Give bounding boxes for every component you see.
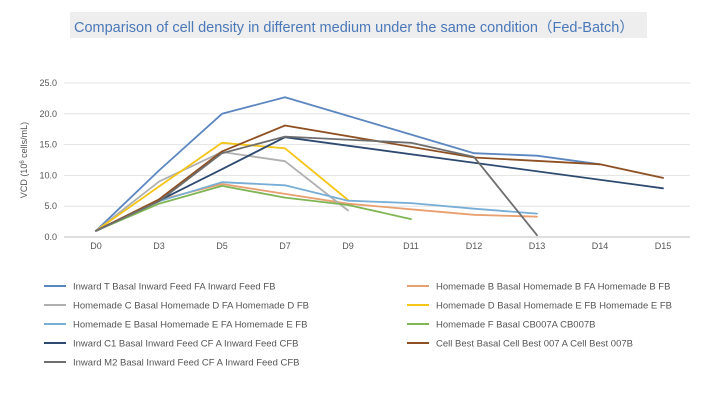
x-tick-label: D9 xyxy=(342,241,354,251)
y-tick-label: 0.0 xyxy=(44,232,57,242)
chart-title-box: Comparison of cell density in different … xyxy=(70,12,647,38)
legend-label-7: Cell Best Basal Cell Best 007 A Cell Bes… xyxy=(436,339,633,350)
x-axis-ticks: D0 D3 D5 D7 D9 D11 D12 D13 D14 D15 xyxy=(90,241,671,251)
chart-title: Comparison of cell density in different … xyxy=(74,20,634,36)
grid xyxy=(64,82,690,238)
series-lines xyxy=(95,96,664,237)
y-tick-label: 15.0 xyxy=(39,140,57,150)
legend-label-3: Homemade D Basal Homemade E FB Homemade … xyxy=(436,301,672,312)
legend-label-0: Inward T Basal Inward Feed FA Inward Fee… xyxy=(73,282,275,293)
y-tick-label: 25.0 xyxy=(39,78,57,88)
legend: Inward T Basal Inward Feed FA Inward Fee… xyxy=(44,282,672,369)
legend-label-2: Homemade C Basal Homemade D FA Homemade … xyxy=(73,301,309,312)
x-tick-label: D7 xyxy=(279,241,291,251)
x-tick-label: D15 xyxy=(655,241,672,251)
legend-label-4: Homemade E Basal Homemade E FA Homemade … xyxy=(73,320,307,331)
series-line-0 xyxy=(95,96,601,232)
x-tick-label: D14 xyxy=(592,241,609,251)
series-line-1 xyxy=(95,183,538,232)
series-line-3 xyxy=(95,141,349,232)
x-tick-label: D11 xyxy=(403,241,419,251)
x-tick-label: D5 xyxy=(216,241,228,251)
legend-label-1: Homemade B Basal Homemade B FA Homemade … xyxy=(436,282,670,293)
y-axis-ticks: 0.0 5.0 10.0 15.0 20.0 25.0 xyxy=(39,78,57,242)
series-line-5 xyxy=(95,184,412,232)
y-tick-label: 20.0 xyxy=(39,109,57,119)
legend-label-8: Inward M2 Basal Inward Feed CF A Inward … xyxy=(73,358,300,369)
y-tick-label: 5.0 xyxy=(44,201,57,211)
series-line-4 xyxy=(95,181,538,232)
series-line-8 xyxy=(95,135,538,237)
legend-label-5: Homemade F Basal CB007A CB007B xyxy=(436,320,595,331)
legend-label-6: Inward C1 Basal Inward Feed CF A Inward … xyxy=(73,339,298,350)
y-axis-label: VCD (106 cells/mL) xyxy=(19,122,29,198)
series-line-7 xyxy=(95,124,664,232)
x-tick-label: D0 xyxy=(90,241,102,251)
x-tick-label: D13 xyxy=(529,241,546,251)
x-tick-label: D3 xyxy=(153,241,165,251)
y-tick-label: 10.0 xyxy=(39,170,57,180)
x-tick-label: D12 xyxy=(466,241,483,251)
